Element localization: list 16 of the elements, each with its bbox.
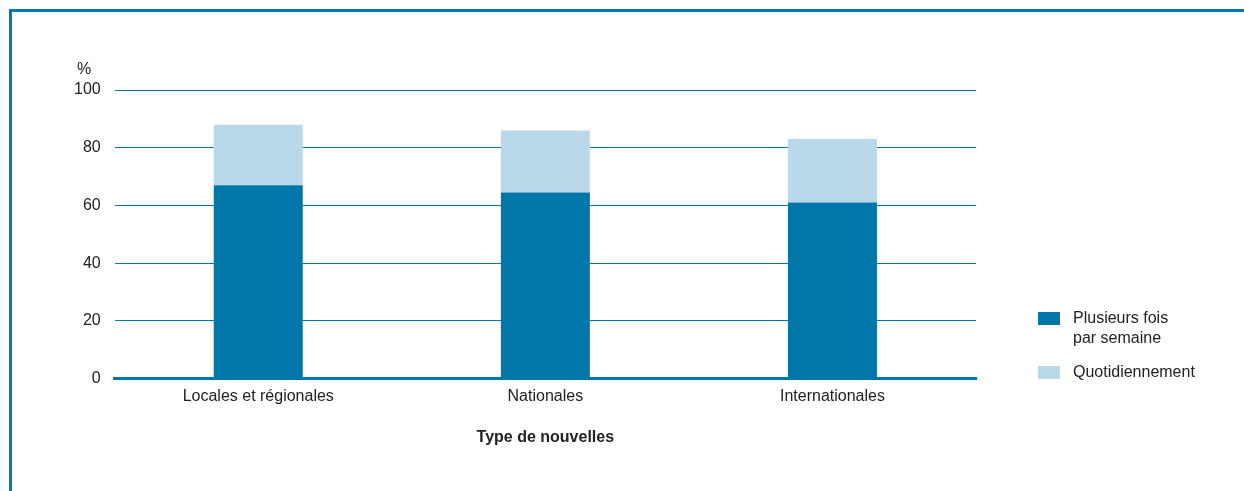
x-tick-label: Internationales bbox=[779, 386, 885, 404]
y-tick-label: 40 bbox=[82, 253, 101, 271]
legend-label: Plusieurs fois par semaine bbox=[1073, 308, 1170, 348]
bar bbox=[787, 139, 877, 203]
bar bbox=[500, 130, 590, 193]
y-tick-label: 100 bbox=[73, 80, 101, 98]
x-tick-label: Nationales bbox=[507, 386, 584, 404]
y-tick-label: 80 bbox=[82, 138, 101, 156]
x-axis-title: Type de nouvelles bbox=[476, 427, 615, 445]
legend-label: Quotidiennement bbox=[1073, 362, 1195, 382]
y-tick-label: 0 bbox=[91, 369, 101, 387]
y-axis-title: % bbox=[76, 60, 92, 78]
y-tick-label: 60 bbox=[82, 195, 101, 213]
bar bbox=[213, 124, 303, 186]
x-tick-label: Locales et régionales bbox=[182, 386, 334, 404]
y-tick-label: 20 bbox=[82, 311, 101, 329]
